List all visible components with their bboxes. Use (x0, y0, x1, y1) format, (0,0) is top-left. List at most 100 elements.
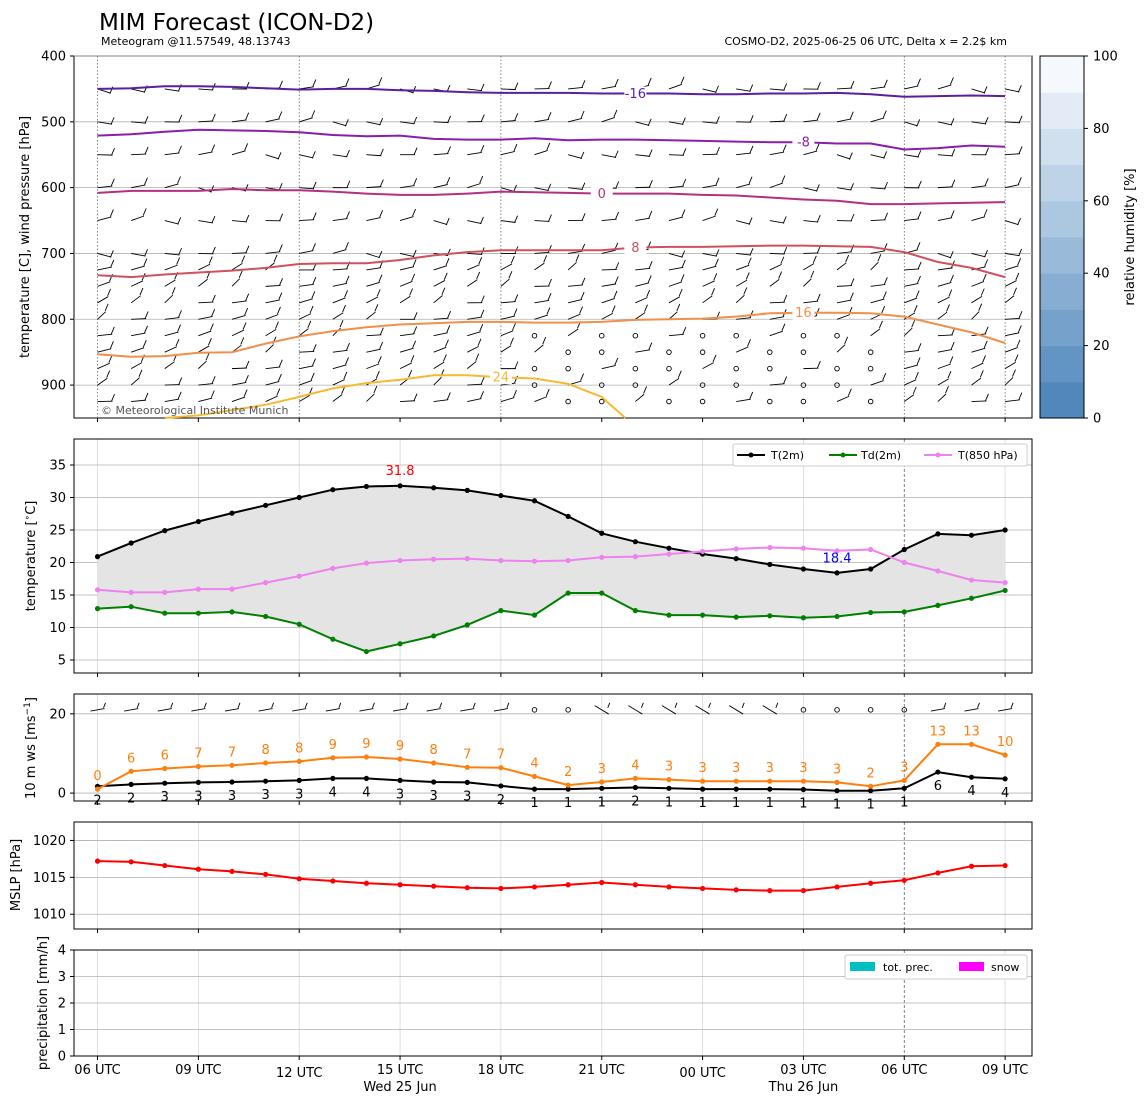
wind-barb-staff (299, 365, 314, 370)
wind-barb-flag (447, 146, 451, 154)
wind-value-label-gust: 13 (963, 724, 980, 739)
wind-barb-flag (346, 180, 351, 188)
calm-wind-marker (834, 332, 840, 339)
wind-value-label-gust: 3 (833, 762, 841, 777)
point-td2m (1002, 587, 1008, 594)
calm-wind-marker (733, 382, 739, 388)
wind-barb-flag (309, 305, 314, 314)
wind-barb-flag (379, 341, 384, 350)
wind-barb-flag (177, 176, 181, 184)
calm-wind-marker (632, 332, 639, 339)
wind-value-label-gust: 8 (295, 741, 303, 756)
wind-barb-flag (344, 290, 348, 298)
wind-barb-staff (736, 398, 751, 402)
wind-barb-staff (702, 184, 718, 189)
wind-barb-staff (265, 251, 281, 254)
wind-barb-staff (366, 311, 376, 320)
wind-barb-staff (836, 395, 850, 402)
wind-barb-staff (265, 299, 280, 304)
y-tick-label: 900 (41, 379, 66, 394)
wind-barb-staff (568, 117, 583, 123)
wind-barb-flag (342, 304, 346, 313)
wind-barb-flag (412, 208, 417, 217)
wind-barb-staff (803, 278, 812, 287)
copyright-label: © Meteorological Institute Munich (101, 404, 288, 417)
wind-barb-staff (131, 121, 147, 124)
temperature-plot-frame (73, 438, 1033, 674)
y-tick-label: 30 (49, 491, 66, 506)
wind-barb-staff (332, 379, 345, 386)
wind-barb-staff (735, 279, 748, 287)
wind-barb-staff (769, 120, 785, 123)
point-t850 (94, 587, 101, 593)
wind-barb-flag (307, 320, 312, 329)
wind-barb-staff (433, 184, 448, 189)
wind-barb-staff (433, 153, 449, 156)
point-t850 (868, 546, 874, 553)
wind-barb-flag (413, 178, 418, 186)
isotherm-line (97, 187, 1006, 206)
wind-value-label-gust: 8 (430, 743, 438, 758)
wind-barb-flag (412, 340, 417, 348)
wind-barb-flag (376, 289, 381, 297)
wind-barb-staff (803, 263, 815, 271)
legend-t2m-label: T(2m) (770, 449, 804, 462)
point-gust (565, 782, 571, 788)
wind-barb-flag (613, 109, 618, 118)
wind-value-label-ws: 1 (732, 796, 740, 811)
wind-barb-flag (442, 354, 447, 362)
wind-barb-flag (405, 702, 409, 709)
point-gust (195, 763, 201, 770)
wind-barb-staff (366, 154, 382, 157)
isotherm-line (164, 374, 626, 419)
calm-wind-marker (531, 707, 538, 713)
wind-barb-staff (601, 364, 616, 370)
wind-barb-flag (816, 112, 821, 121)
wind-value-label-ws: 1 (665, 795, 673, 810)
wind-barb-staff (971, 400, 987, 402)
wind-barb-staff (332, 121, 347, 127)
colorbar-tick-label: 20 (1093, 339, 1110, 354)
wind-barb-staff (298, 328, 309, 337)
wind-barb-staff (568, 154, 582, 159)
rh-colorbar-ticks: 0 20 40 60 80 100 (1084, 50, 1118, 427)
point-td2m (599, 590, 605, 596)
wind-barb-staff (735, 294, 745, 304)
point-t850 (666, 551, 672, 557)
temperature-y-ticks: 5 10 15 20 25 30 35 (49, 459, 74, 669)
wind-barb-staff (964, 708, 979, 712)
wind-barb-staff (568, 187, 583, 190)
chart-subtitle-left: Meteogram @11.57549, 48.13743 (101, 35, 291, 48)
wind-barb-flag (948, 289, 953, 297)
wind-barb-flag (985, 147, 989, 156)
wind-barb-staff (97, 311, 106, 320)
wind-barb-flag (647, 275, 652, 283)
calm-wind-marker (733, 332, 739, 339)
upper-air-isotherms: -16 -8 0 8 16 24 (97, 85, 1006, 419)
wind-barb-staff (131, 253, 146, 257)
wind-barb-staff (736, 264, 750, 271)
wind-barb-staff (433, 220, 448, 226)
wind-barb-flag (674, 702, 678, 709)
wind-barb-flag (879, 320, 883, 329)
point-td2m (229, 609, 235, 615)
wind-barb-flag (850, 213, 855, 222)
wind-barb-staff (904, 350, 920, 353)
wind-barb-flag (817, 82, 821, 90)
wind-barb-staff (231, 367, 247, 370)
point-mslp (666, 884, 672, 890)
point-gust (699, 778, 706, 784)
wind-barb-staff (97, 348, 112, 353)
wind-barb-staff (426, 708, 441, 712)
wind-barb-flag (514, 294, 519, 302)
isotherm-line (97, 311, 1006, 358)
wind-barb-flag (580, 373, 585, 381)
wind-barb-staff (635, 154, 651, 157)
point-t850 (263, 580, 269, 586)
wind-barb-flag (211, 144, 216, 152)
wind-value-label-gust: 13 (930, 724, 947, 739)
point-t2m (363, 483, 370, 490)
wind-barb-staff (601, 249, 616, 254)
wind-barb-staff (332, 268, 348, 271)
wind-barb-flag (983, 86, 988, 94)
